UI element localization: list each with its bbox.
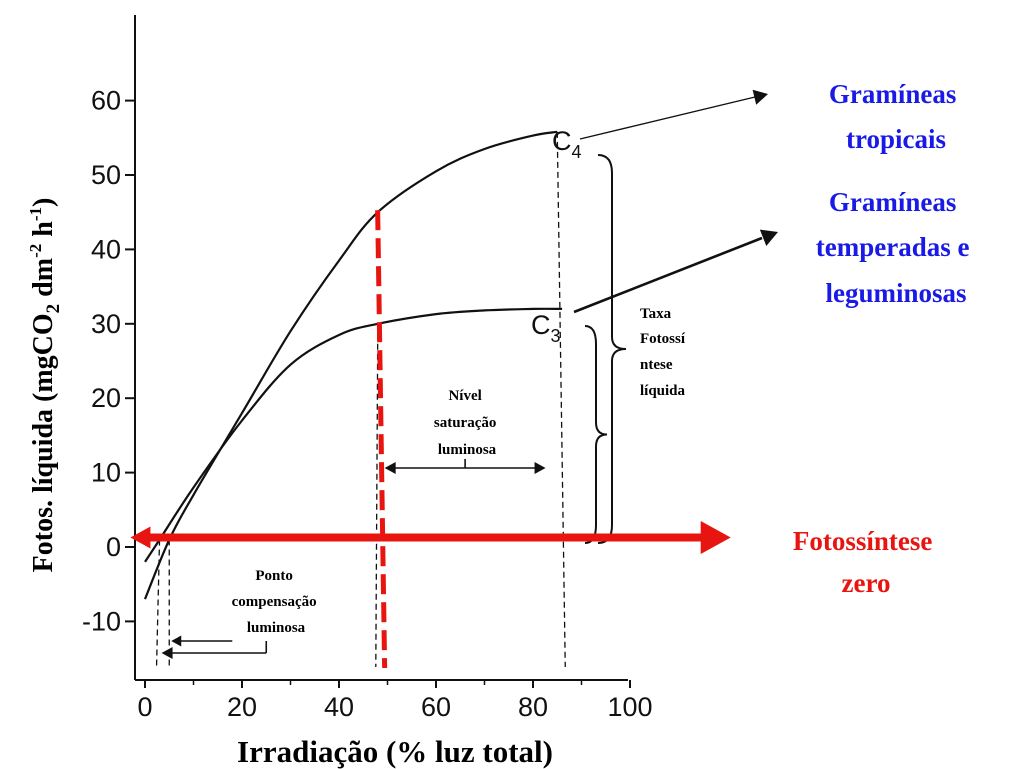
c4-pointer-arrowhead xyxy=(752,89,768,105)
y-axis-title-part-4: ) xyxy=(28,198,59,207)
curve-c3 xyxy=(144,307,563,563)
y-tick-label: 0 xyxy=(106,532,121,562)
y-axis-title-sup-2: -1 xyxy=(26,207,45,221)
curve-c4 xyxy=(143,130,558,600)
ponto-compensacao-note: Ponto compensação luminosa xyxy=(232,568,321,636)
c3-saturation-dashline xyxy=(375,323,379,668)
c3-brace xyxy=(584,325,608,544)
y-axis-title-sub-1: 2 xyxy=(43,304,64,314)
c3-label: C3 xyxy=(531,310,561,346)
taxa-note: Taxa Fotossí ntese líquida xyxy=(640,306,689,399)
taxa-line-1: Taxa xyxy=(640,306,672,322)
x-tick-label: 60 xyxy=(421,692,451,722)
y-axis-title-sup-1: -2 xyxy=(26,244,45,258)
nivel-line-1: Nível xyxy=(448,388,481,404)
c4-saturation-dashline xyxy=(556,131,566,668)
tropicais-line-1: Gramíneas xyxy=(829,79,957,109)
y-axis-title-part-1: Fotos. líquida (mgCO xyxy=(28,313,59,572)
zero-line-1: Fotossíntese xyxy=(793,526,932,556)
y-tick-label: 50 xyxy=(91,160,121,190)
ponto-line-3: luminosa xyxy=(247,620,306,636)
fotossintese-zero-label: Fotossíntese zero xyxy=(793,526,939,598)
temperadas-line-2: temperadas e xyxy=(816,232,970,262)
tropicais-line-2: tropicais xyxy=(846,124,946,154)
c3-pointer-line xyxy=(573,236,763,314)
nivel-line-2: saturação xyxy=(434,415,497,431)
y-axis-title-part-3: h xyxy=(28,221,59,244)
c4-label: C4 xyxy=(552,126,582,162)
y-axis-title: Fotos. líquida (mgCO2 dm-2 h-1) xyxy=(26,198,64,573)
zero-arrow-left-head xyxy=(130,526,151,549)
zero-arrow-right-head xyxy=(700,521,731,555)
y-tick-label: 40 xyxy=(91,234,121,264)
x-axis-title: Irradiação (% luz total) xyxy=(237,734,553,769)
plot-layer: -10 0 10 20 30 40 50 60 0 20 40 60 80 100 xyxy=(82,15,778,722)
ponto-line-2: compensação xyxy=(232,594,317,610)
y-tick-label: 10 xyxy=(91,458,121,488)
taxa-line-4: líquida xyxy=(640,383,686,399)
y-tick-label: 20 xyxy=(91,383,121,413)
compensation-range-arrowhead xyxy=(161,646,173,660)
x-tick-label: 80 xyxy=(518,692,548,722)
nivel-line-3: luminosa xyxy=(438,442,497,458)
compensation-inner-arrowhead xyxy=(171,635,182,647)
x-tick-label: 40 xyxy=(324,692,354,722)
temperadas-line-3: leguminosas xyxy=(825,278,966,308)
temperadas-line-1: Gramíneas xyxy=(829,187,957,217)
taxa-line-2: Fotossí xyxy=(640,331,686,347)
nivel-saturacao-note: Nível saturação luminosa xyxy=(434,388,500,458)
c4-label-sub: 4 xyxy=(572,142,582,162)
ponto-line-1: Ponto xyxy=(255,568,293,584)
x-tick-label: 20 xyxy=(227,692,257,722)
saturation-range-right-arrowhead xyxy=(534,461,546,475)
c3-label-sub: 3 xyxy=(551,326,561,346)
saturation-range-left-arrowhead xyxy=(384,461,396,475)
x-tick-label: 0 xyxy=(137,692,152,722)
c3-compensation-dashline xyxy=(155,539,161,668)
c3-pointer-arrowhead xyxy=(759,229,778,247)
y-tick-label: -10 xyxy=(82,606,121,636)
x-tick-label: 100 xyxy=(607,692,652,722)
taxa-line-3: ntese xyxy=(640,357,673,373)
gramineas-temperadas-label: Gramíneas temperadas e leguminosas xyxy=(816,187,976,308)
gramineas-tropicais-label: Gramíneas tropicais xyxy=(829,79,963,154)
y-tick-label: 60 xyxy=(91,86,121,116)
zero-line-2: zero xyxy=(842,568,891,598)
y-axis-title-part-2: dm xyxy=(28,258,59,304)
red-marker-line xyxy=(375,210,388,669)
c4-brace xyxy=(597,154,627,544)
y-tick-label: 30 xyxy=(91,309,121,339)
c4-pointer-line xyxy=(579,96,756,140)
